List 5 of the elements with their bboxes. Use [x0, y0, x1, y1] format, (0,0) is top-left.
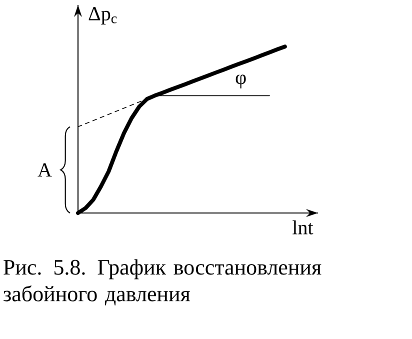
annotation: φ	[236, 74, 246, 88]
text: A	[38, 163, 52, 176]
x-axis-title: lnt	[292, 220, 314, 234]
y-axis-title: Δp$_{с}$	[88, 7, 117, 25]
text: Рис. 5.8. График восстановления забойного давления	[4, 259, 322, 306]
